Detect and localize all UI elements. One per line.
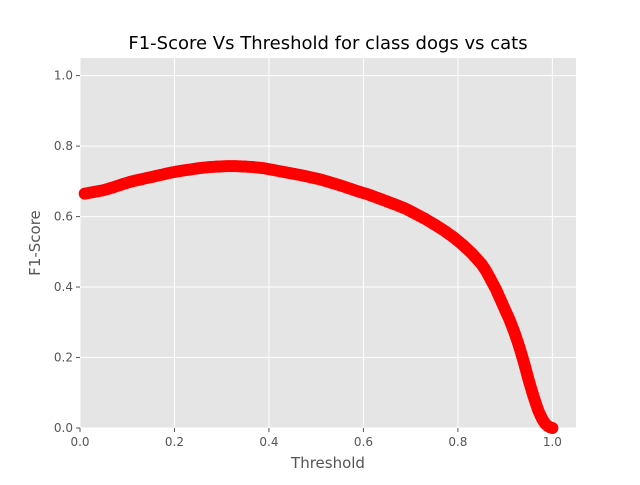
chart-title: F1-Score Vs Threshold for class dogs vs …	[128, 33, 527, 54]
y-tick-label: 0.2	[54, 351, 73, 365]
data-point	[546, 422, 559, 434]
y-tick-label: 0.0	[54, 421, 73, 435]
plot-area	[80, 58, 576, 428]
x-axis-label: Threshold	[290, 454, 365, 472]
y-tick-label: 1.0	[54, 69, 73, 83]
y-tick-label: 0.6	[54, 210, 73, 224]
x-tick-label: 0.8	[448, 435, 467, 449]
y-axis-ticks: 0.0 0.2 0.4 0.6 0.8 1.0	[54, 69, 80, 435]
y-tick-label: 0.8	[54, 139, 73, 153]
x-tick-label: 0.2	[165, 435, 184, 449]
y-axis-label: F1-Score	[26, 210, 44, 276]
x-tick-label: 0.6	[354, 435, 373, 449]
x-tick-label: 0.0	[70, 435, 89, 449]
y-tick-label: 0.4	[54, 280, 73, 294]
x-tick-label: 0.4	[259, 435, 278, 449]
x-axis-ticks: 0.0 0.2 0.4 0.6 0.8 1.0	[70, 428, 562, 449]
f1-series	[78, 160, 559, 434]
x-tick-label: 1.0	[543, 435, 562, 449]
